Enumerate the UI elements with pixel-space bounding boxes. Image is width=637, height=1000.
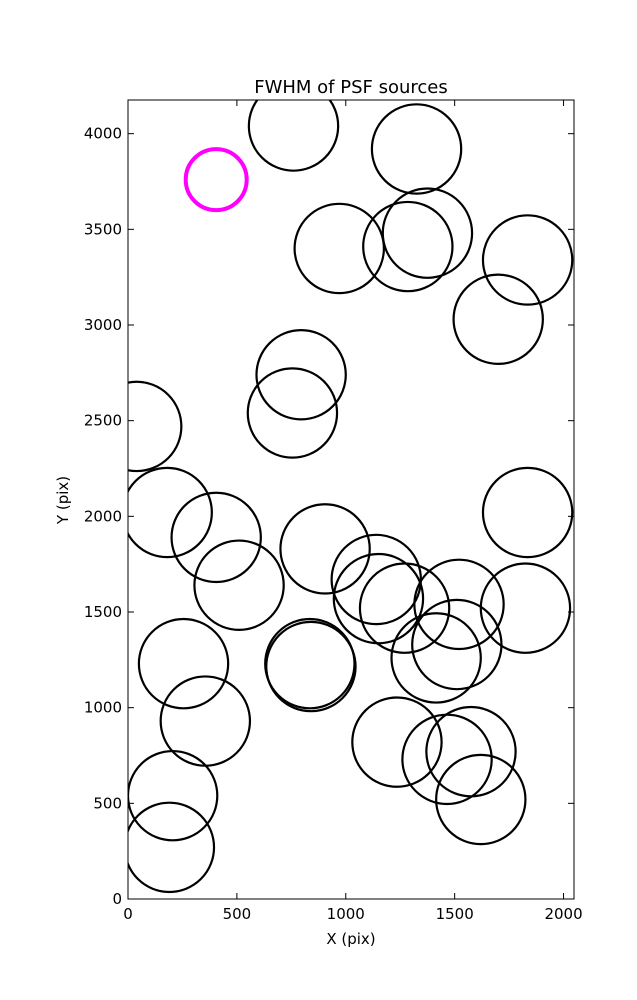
axis-ticks: 0 500 1000 1500 2000 0 500 1000 1500 2000 2500 3000… [84, 100, 583, 923]
source-circle-4 [362, 200, 454, 293]
source-circle-11 [128, 466, 213, 559]
y-axis-title: Y (pix) [54, 476, 72, 525]
source-circle-6 [481, 214, 574, 306]
y-tick-label-4000: 4000 [84, 125, 122, 143]
highlight-circle [183, 147, 249, 213]
source-circle-8 [255, 329, 347, 421]
source-circle-15 [193, 539, 285, 631]
source-circle-31 [128, 749, 219, 842]
source-circle-30 [435, 753, 527, 846]
source-circle-14 [279, 503, 371, 595]
y-tick-label-1500: 1500 [84, 603, 122, 621]
source-circle-19 [413, 558, 505, 651]
source-circle-5 [381, 187, 474, 279]
y-tick-label-3000: 3000 [84, 316, 122, 334]
source-circle-32 [128, 801, 216, 894]
source-circle-2 [370, 103, 463, 195]
source-circle-12 [481, 466, 574, 559]
y-tick-label-500: 500 [93, 794, 122, 812]
x-tick-label-0: 0 [123, 905, 133, 923]
y-tick-label-2000: 2000 [84, 507, 122, 525]
source-circle-10 [128, 380, 183, 473]
y-tick-label-1000: 1000 [84, 699, 122, 717]
y-tick-label-2500: 2500 [84, 412, 122, 430]
source-circle-20 [479, 562, 572, 654]
chart-title: FWHM of PSF sources [254, 77, 448, 98]
source-circle-13 [170, 491, 262, 584]
source-circle-18 [358, 562, 451, 654]
y-tick-label-0: 0 [112, 890, 122, 908]
source-circle-3 [293, 202, 385, 295]
x-tick-label-1000: 1000 [327, 905, 365, 923]
source-circle-24 [265, 620, 357, 713]
y-tick-label-3500: 3500 [84, 220, 122, 238]
source-circle-9 [246, 367, 339, 459]
x-tick-label-2000: 2000 [544, 905, 582, 923]
source-circle-7 [452, 273, 544, 366]
source-circle-21 [390, 612, 482, 704]
plot-frame [127, 99, 575, 900]
source-markers [128, 100, 574, 894]
source-circle-29 [425, 705, 517, 798]
x-tick-label-500: 500 [223, 905, 252, 923]
source-circle-1 [247, 100, 340, 172]
source-circle-25 [137, 617, 230, 710]
source-circle-22 [411, 598, 503, 691]
x-axis-title: X (pix) [326, 930, 375, 948]
source-circle-27 [351, 696, 443, 788]
x-tick-label-1500: 1500 [436, 905, 474, 923]
